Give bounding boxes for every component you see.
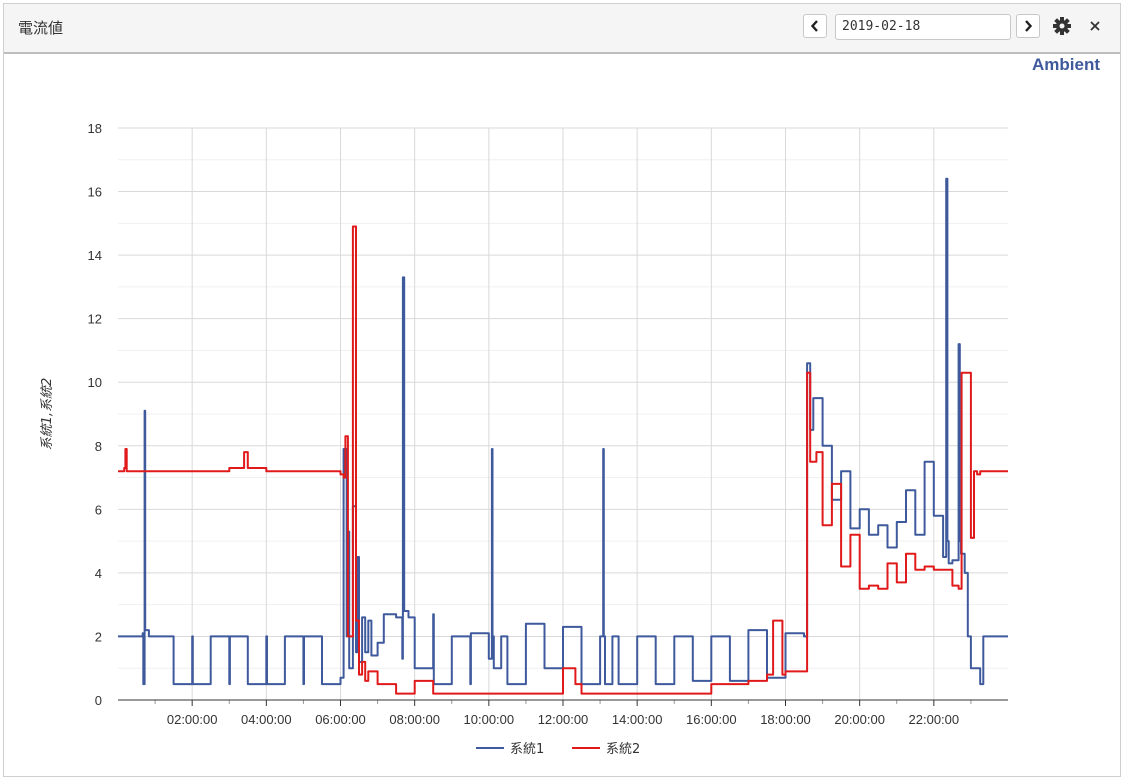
y-tick-label: 18 [88, 121, 102, 136]
y-tick-label: 10 [88, 375, 102, 390]
x-tick-label: 12:00:00 [538, 712, 589, 727]
brand-logo: Ambient [1032, 55, 1100, 74]
series-layer [118, 177, 1008, 695]
x-tick-label: 04:00:00 [241, 712, 292, 727]
y-tick-label: 0 [95, 693, 102, 708]
x-tick-label: 10:00:00 [464, 712, 515, 727]
y-tick-label: 6 [95, 502, 102, 517]
y-tick-label: 14 [88, 248, 102, 263]
chevron-left-icon [810, 20, 818, 32]
legend-label[interactable]: 系統2 [606, 742, 640, 757]
x-tick-label: 16:00:00 [686, 712, 737, 727]
y-tick-label: 4 [95, 566, 102, 581]
y-tick-label: 2 [95, 629, 102, 644]
x-tick-label: 06:00:00 [315, 712, 366, 727]
x-tick-label: 14:00:00 [612, 712, 663, 727]
chevron-right-icon [1025, 20, 1033, 32]
x-tick-label: 22:00:00 [909, 712, 960, 727]
date-input[interactable]: 2019-02-18 [835, 14, 1011, 40]
y-tick-label: 8 [95, 439, 102, 454]
panel-header: 電流値 2019-02-18 [4, 4, 1120, 54]
x-tick-label: 18:00:00 [760, 712, 811, 727]
panel-title: 電流値 [18, 19, 64, 37]
x-tick-label: 08:00:00 [389, 712, 440, 727]
next-date-button[interactable] [1016, 14, 1040, 38]
close-icon[interactable] [1085, 16, 1105, 36]
prev-date-button[interactable] [803, 14, 827, 38]
series-line-1 [118, 177, 1008, 686]
series-line-2 [118, 225, 1008, 695]
legend-label[interactable]: 系統1 [510, 742, 544, 757]
x-tick-label: 02:00:00 [167, 712, 218, 727]
y-tick-label: 16 [88, 185, 102, 200]
y-axis-label: 系統1,系統2 [40, 378, 55, 451]
x-tick-label: 20:00:00 [834, 712, 885, 727]
legend: 系統1 系統2 [476, 742, 640, 757]
y-tick-label: 12 [88, 312, 102, 327]
axes: 0 2 4 6 8 10 12 14 16 18 02:00:00 04:00:00 06:00:00 0… [40, 121, 1008, 727]
grid [118, 127, 1008, 701]
gear-icon[interactable] [1052, 16, 1072, 36]
